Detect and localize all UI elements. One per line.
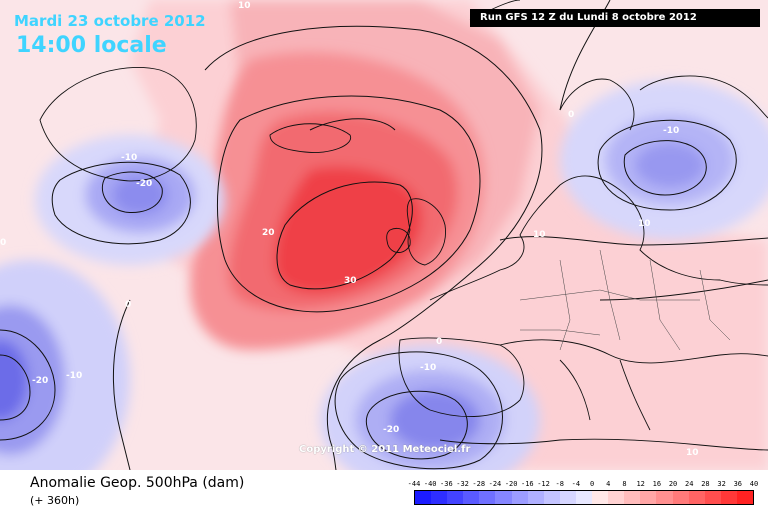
legend-tick-label: 36 [733,480,743,488]
legend-tick-label: -28 [472,480,486,488]
legend-tick-label: -16 [521,480,534,488]
contour-label: -10 [420,363,436,373]
contour-label: 10 [686,448,699,458]
legend-tick-label: 8 [622,480,627,488]
legend-swatch [559,491,576,504]
negative-anomalies [0,80,768,470]
legend-tick-label: 32 [717,480,726,488]
contour-label: 30 [344,276,357,286]
lead-time: (+ 360h) [30,494,80,507]
positive-anomaly-core [190,52,485,350]
legend-tick-label: -4 [571,480,581,488]
legend-swatch [495,491,512,504]
legend-swatch [511,491,528,504]
contour-label: 0 [0,238,6,248]
copyright-text: Copyright © 2011 Meteociel.fr [299,444,471,455]
contour-label: -10 [66,371,82,381]
legend-swatch [575,491,593,504]
legend-swatch [624,491,641,504]
legend-swatch [527,491,544,504]
legend-tick-label: 20 [668,480,678,488]
contour-label: -20 [32,376,48,386]
legend-tick-label: 24 [685,480,694,488]
country-borders [519,249,731,351]
legend-tick-label: -40 [423,480,437,488]
legend-tick-label: -44 [407,480,421,488]
legend-tick-label: 40 [749,480,759,488]
legend-tick-label: 12 [636,480,645,488]
legend-swatch [463,491,480,504]
legend-tick-label: -36 [440,480,453,488]
legend-swatch [720,491,737,504]
legend-swatch [479,491,496,504]
contour-label: -10 [121,153,137,163]
contour-label: -10 [663,126,679,136]
contour-label: 0 [436,337,442,347]
contour-label: 0 [568,110,574,120]
legend-swatch [608,491,625,504]
legend-color-bar [414,490,754,505]
contour-label: 10 [638,219,651,229]
contour-label-group: 10 -10 -20 20 30 0 -10 -20 0 -10 -20 0 1… [0,1,699,458]
anomaly-map: 10 -10 -20 20 30 0 -10 -20 0 -10 -20 0 1… [0,0,768,470]
legend-swatch [415,491,432,504]
legend-tick-label: -20 [504,480,518,488]
legend-tick-label: 28 [701,480,710,488]
contour-label: 20 [262,228,275,238]
legend-tick-label: -24 [488,480,502,488]
field-title: Anomalie Geop. 500hPa (dam) [30,475,245,491]
legend-tick-label: -12 [537,480,550,488]
legend-swatch [704,491,721,504]
legend-tick-label: 4 [606,480,611,488]
legend-tick-label: -32 [456,480,469,488]
contour-label: 10 [238,1,251,11]
legend-swatch [543,491,560,504]
contour-label: 0 [125,300,131,310]
legend-tick-label: 0 [589,480,595,488]
model-run-label: Run GFS 12 Z du Lundi 8 octobre 2012 [470,9,760,27]
contour-label: -20 [383,425,399,435]
color-scale-legend: -44 -40 -36 -32 -28 -24 -20 -16 -12 -8 -4 0 4 8 12 16 20… [408,480,759,505]
legend-swatch [656,491,673,504]
contour-label: 10 [533,230,546,240]
legend-swatch [640,491,657,504]
legend-swatch [736,491,753,504]
legend-swatch [447,491,464,504]
legend-swatch [592,491,609,504]
forecast-date: Mardi 23 octobre 2012 [14,12,206,30]
legend-swatch [688,491,705,504]
contour-lines [0,0,768,470]
coastlines [39,0,768,451]
legend-tick-label: 16 [652,480,662,488]
legend-swatch [431,491,448,504]
legend-tick-label: -8 [555,480,564,488]
contour-label: -20 [136,179,152,189]
forecast-time: 14:00 locale [16,33,167,58]
legend-ticks: -44 -40 -36 -32 -28 -24 -20 -16 -12 -8 -4 0 4 8 12 16 20… [408,480,759,490]
legend-swatch [672,491,689,504]
